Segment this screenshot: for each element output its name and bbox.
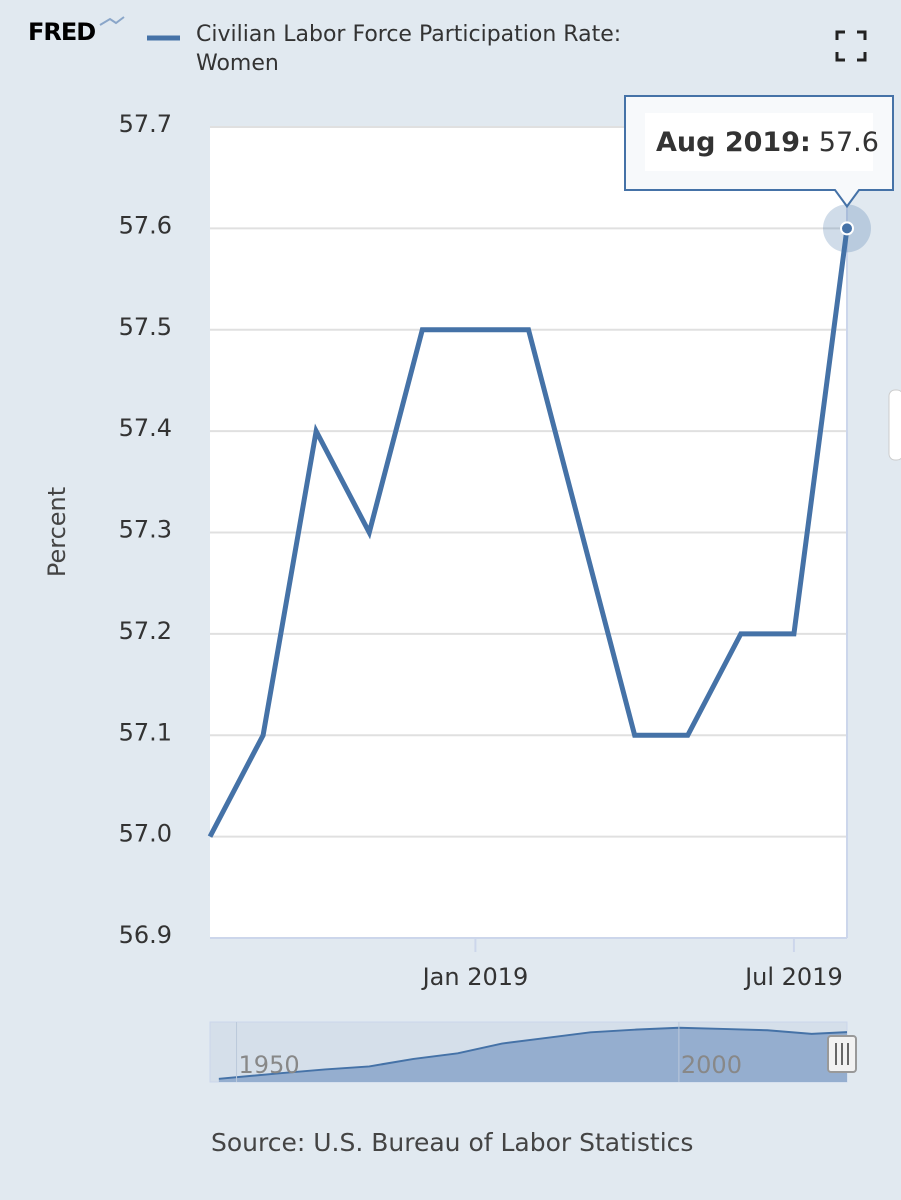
x-tick-label: Jul 2019 bbox=[743, 963, 843, 991]
y-tick-label: 57.6 bbox=[119, 211, 172, 239]
y-tick-label: 57.4 bbox=[119, 414, 172, 442]
hover-point bbox=[840, 221, 854, 236]
y-axis-label: Percent bbox=[43, 487, 71, 577]
navigator-area bbox=[218, 1027, 847, 1082]
source: Source: U.S. Bureau of Labor Statistics bbox=[211, 1128, 694, 1157]
y-tick-label: 57.5 bbox=[119, 313, 172, 341]
logo-icon bbox=[99, 16, 125, 26]
y-tick-label: 57.2 bbox=[119, 617, 172, 645]
hover-halo bbox=[823, 204, 871, 253]
navigator-line bbox=[218, 1026, 848, 1080]
side-tab[interactable] bbox=[888, 389, 901, 461]
tooltip-value: 57.6 bbox=[819, 127, 879, 158]
y-tick-label: 57.1 bbox=[119, 718, 172, 746]
tooltip-inner bbox=[645, 113, 873, 171]
plot-area bbox=[210, 127, 847, 938]
tooltip-text: Aug 2019: 57.6 bbox=[656, 127, 879, 158]
legend-title: Civilian Labor Force Participation Rate:… bbox=[196, 22, 622, 76]
tooltip-box bbox=[624, 95, 894, 209]
y-tick-label: 57.0 bbox=[119, 820, 172, 848]
y-tick-label: 57.3 bbox=[119, 516, 172, 544]
navigator-handle-grip bbox=[835, 1043, 849, 1065]
fullscreen-icon[interactable] bbox=[835, 30, 867, 62]
y-tick-label: 56.9 bbox=[119, 921, 172, 949]
logo: FRED bbox=[28, 18, 96, 46]
tooltip-label: Aug 2019: bbox=[656, 127, 811, 158]
navigator-tick-label: 2000 bbox=[681, 1051, 742, 1079]
navigator-handle bbox=[827, 1035, 857, 1073]
navigator-tick-label: 1950 bbox=[239, 1051, 300, 1079]
y-tick-label: 57.7 bbox=[119, 110, 172, 138]
navigator-bg bbox=[209, 1021, 848, 1083]
series-line bbox=[207, 228, 850, 838]
x-tick-label: Jan 2019 bbox=[421, 963, 529, 991]
